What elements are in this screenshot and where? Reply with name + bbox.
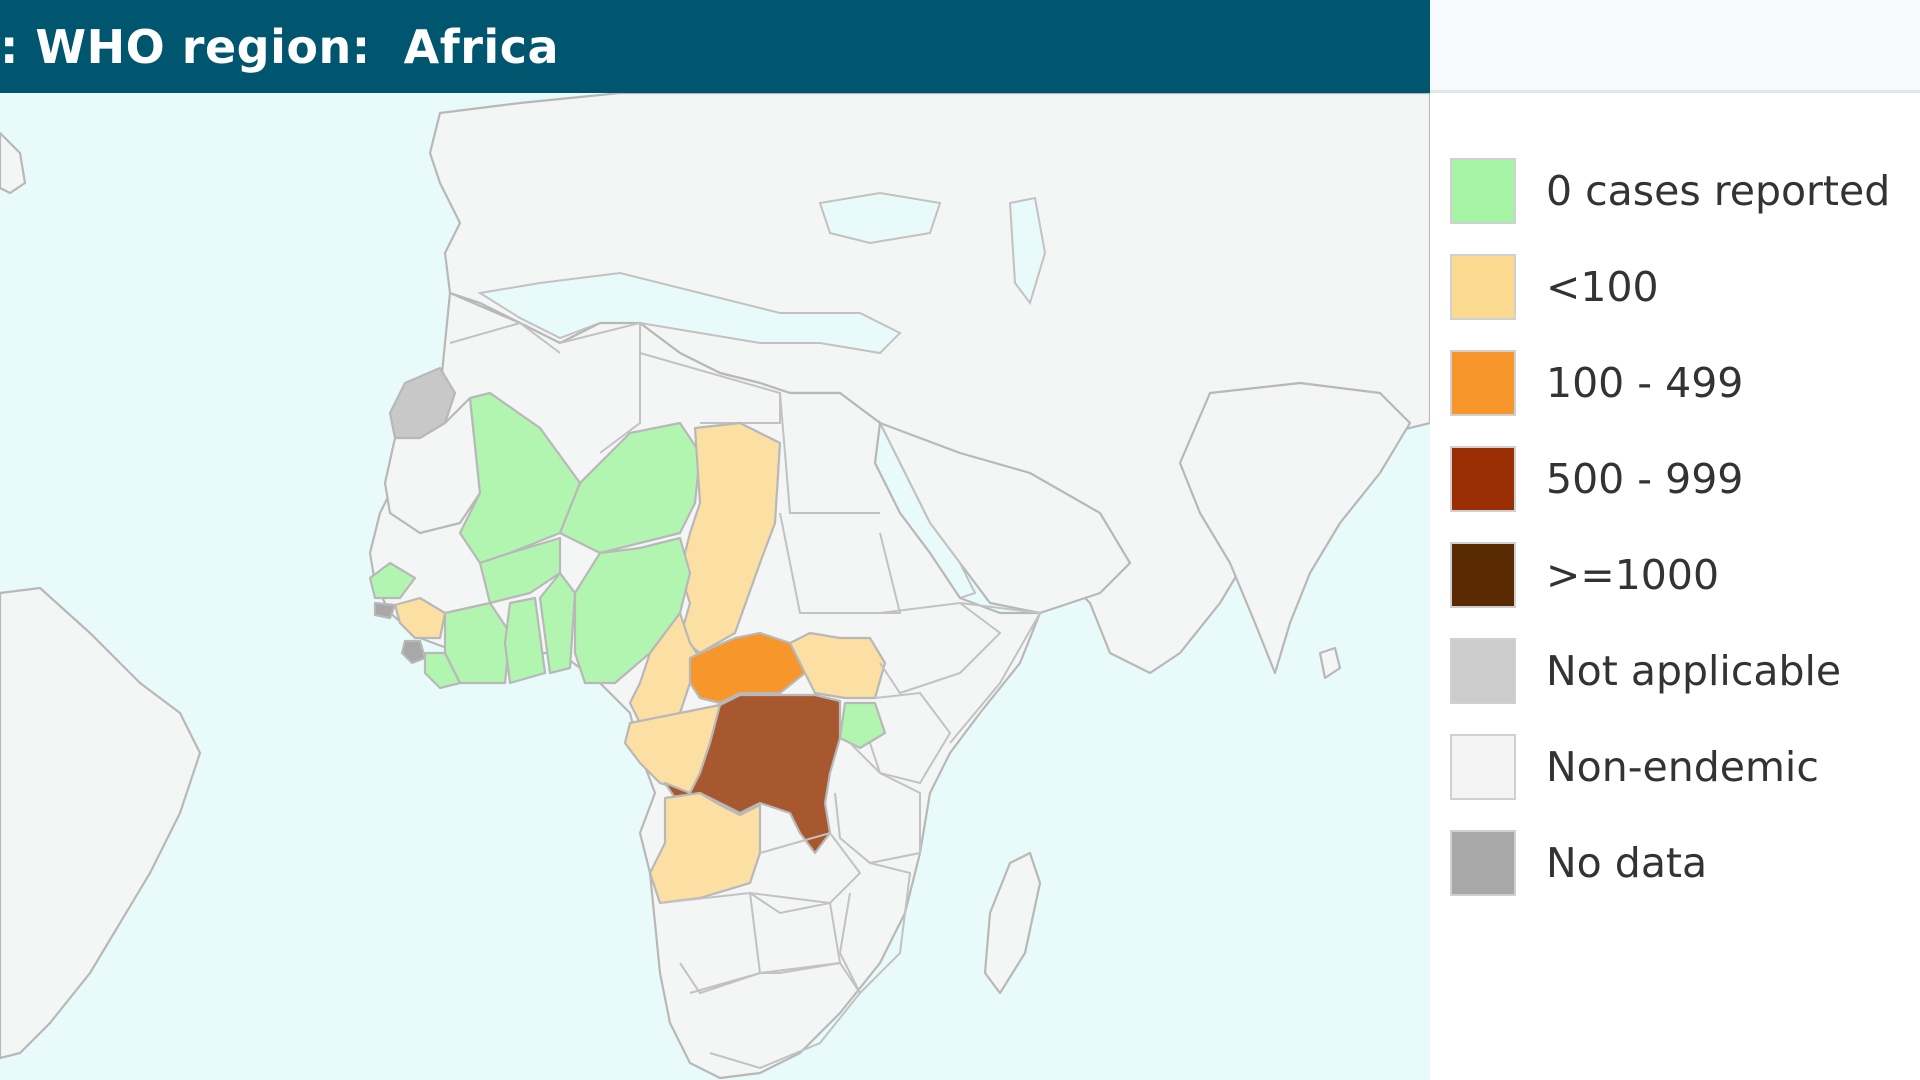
country-dr-congo[interactable] [663,693,842,855]
legend-label: >=1000 [1546,551,1720,599]
country-senegal[interactable] [368,561,417,600]
legend-swatch [1450,638,1516,704]
country-liberia[interactable] [423,651,462,690]
legend-item-not-applicable: Not applicable [1450,636,1841,706]
legend-swatch [1450,158,1516,224]
legend-label: Not applicable [1546,647,1842,695]
legend-swatch [1450,734,1516,800]
legend-item-no-data: No data [1450,828,1707,898]
border-egypt [779,392,880,514]
land-india[interactable] [1178,381,1412,675]
country-madagascar[interactable] [983,851,1042,995]
map-title-bar: : WHO region: Africa [0,0,1430,93]
border-south-africa [689,961,862,1070]
border-somalia [949,602,1042,744]
border-mozambique [838,862,912,995]
country-cameroon[interactable] [628,611,702,725]
sea-caspian [1008,196,1047,306]
map-svg[interactable] [0,93,1430,1080]
legend-label: Non-endemic [1546,743,1819,791]
legend-swatch [1450,350,1516,416]
country-niger[interactable] [558,421,702,555]
country-benin[interactable] [538,571,577,675]
country-angola[interactable] [648,791,762,905]
sea-mediterranean [477,271,902,355]
land-sri-lanka[interactable] [1318,646,1342,680]
border-tanzania [834,742,921,865]
country-south-sudan[interactable] [788,631,887,700]
legend-item-100-499: 100 - 499 [1450,348,1743,418]
legend-swatch [1450,254,1516,320]
legend-header [1430,0,1920,93]
sea-black [818,191,942,245]
legend-label: <100 [1546,263,1659,311]
border-morocco [449,321,561,354]
border-sudan [779,512,902,614]
country-ghana[interactable] [503,596,547,685]
land-north-america-tip[interactable] [0,131,27,195]
country-sierra-leone[interactable] [400,639,427,665]
legend-item-non-endemic: Non-endemic [1450,732,1819,802]
legend-item-lt-100: <100 [1450,252,1659,322]
legend-label: 500 - 999 [1546,455,1744,503]
border-zambia [749,831,862,915]
border-algeria [559,321,641,454]
legend-item-500-999: 500 - 999 [1450,444,1743,514]
country-central-african-republic[interactable] [688,631,807,705]
country-mauritania[interactable] [383,396,482,535]
border-ethiopia [879,601,1002,695]
legend-swatch [1450,446,1516,512]
country-guinea[interactable] [393,596,447,640]
land-south-america[interactable] [0,586,202,1060]
world-map[interactable] [0,93,1430,1080]
legend-label: 0 cases reported [1546,167,1891,215]
border-kenya [869,691,952,785]
legend-label: No data [1546,839,1708,887]
map-title: : WHO region: Africa [0,19,559,74]
country-mali[interactable] [458,391,582,565]
country-guinea-bissau[interactable] [373,601,397,620]
legend-item-gte-1000: >=1000 [1450,540,1719,610]
legend: 0 cases reported <100 100 - 499 500 - 99… [1430,96,1920,1080]
legend-item-0-cases: 0 cases reported [1450,156,1890,226]
legend-swatch [1450,830,1516,896]
legend-label: 100 - 499 [1546,359,1744,407]
legend-swatch [1450,542,1516,608]
